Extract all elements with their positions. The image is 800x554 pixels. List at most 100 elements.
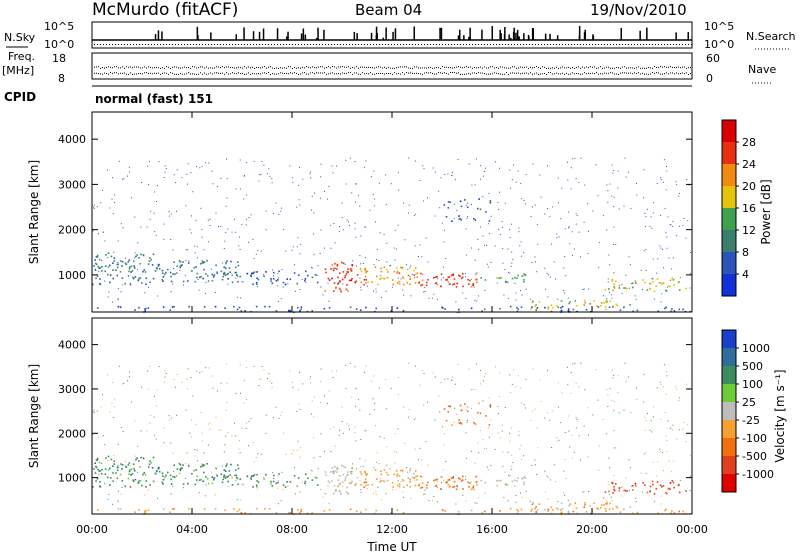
velocity-scatter [362,466,364,467]
power-echo [459,275,461,278]
nsky-left-tick-top: 10^5 [44,20,74,33]
freq-frame [91,52,693,80]
nsky-bar [243,27,245,40]
velocity-echo [142,457,145,459]
power-scatter [402,289,404,291]
velocity-echo [170,483,173,485]
power-scatter [195,219,197,221]
power-echo [349,268,352,270]
power-scatter [520,290,521,291]
velocity-echo [538,503,541,505]
power-scatter [320,163,322,165]
velocity-echo [275,482,278,485]
freq-dot [290,66,291,68]
nsearch-dot [166,44,167,45]
freq-dot [538,67,539,68]
freq-dot [516,67,517,69]
velocity-echo [154,472,157,475]
power-echo [531,306,533,308]
freq-dot [380,66,381,68]
nsearch-dot [511,44,512,45]
velocity-scatter [245,399,247,400]
nave-dot [488,73,489,75]
nave-dot [682,72,683,74]
power-echo [514,276,516,279]
velocity-echo [585,511,588,513]
velocity-scatter [448,486,450,488]
power-echo [416,272,419,275]
velocity-scatter [564,459,566,461]
velocity-scatter [663,364,665,366]
velocity-scatter [117,490,119,492]
velocity-echo [425,484,428,486]
power-echo [547,308,549,310]
velocity-scatter [322,496,324,498]
power-echo [147,263,150,265]
power-scatter [294,264,295,266]
velocity-scatter [455,503,457,505]
freq-dot [414,66,415,68]
nsearch-dot [451,44,452,45]
velocity-echo [475,481,478,483]
power-scatter [574,157,576,159]
velocity-scatter [381,499,382,501]
nave-dot [256,73,257,75]
velocity-echo [470,509,473,512]
velocity-scatter [383,437,385,439]
power-scatter [499,233,501,235]
cpid-value: normal (fast) 151 [95,92,213,106]
nave-dot [160,73,161,75]
velocity-echo [332,470,334,473]
velocity-scatter [224,444,226,446]
velocity-echo [330,471,332,473]
freq-dot [262,66,263,68]
power-echo [498,277,500,279]
power-scatter [421,256,423,258]
power-scatter [248,241,249,243]
power-echo [154,270,157,272]
freq-dot [358,67,359,69]
power-echo [215,264,217,267]
power-scatter [98,233,99,235]
power-scatter [484,167,486,169]
velocity-echo [467,481,469,484]
nave-dot [642,72,643,74]
velocity-scatter [397,480,399,482]
power-echo [425,281,428,284]
velocity-echo [169,511,171,513]
velocity-echo [382,480,385,482]
power-echo [418,282,420,284]
velocity-echo [475,476,477,478]
velocity-echo [489,406,492,408]
power-echo [365,279,367,281]
nsearch-dot [322,44,323,45]
velocity-scatter [572,363,574,365]
velocity-echo [236,477,239,480]
velocity-echo [484,481,487,484]
power-echo [523,273,525,275]
power-echo [311,276,314,279]
power-scatter [575,223,577,225]
power-scatter [352,260,354,262]
power-echo [669,279,672,282]
power-colorbar-swatch [722,120,736,143]
power-scatter [563,267,565,269]
power-scatter [121,284,123,286]
power-echo [150,258,152,261]
velocity-scatter [352,463,354,465]
power-scatter [672,220,674,222]
velocity-scatter [226,382,228,384]
freq-dot [388,66,389,68]
power-scatter [258,180,260,182]
power-scatter [210,268,212,270]
velocity-echo [615,483,617,485]
velocity-echo [109,477,112,479]
nsearch-dot [670,44,671,45]
power-echo [191,270,193,272]
freq-dots [94,66,691,75]
power-echo [141,282,143,284]
freq-dot [600,66,601,68]
power-echo [263,275,265,278]
power-scatter [256,286,258,288]
power-scatter [482,196,484,198]
